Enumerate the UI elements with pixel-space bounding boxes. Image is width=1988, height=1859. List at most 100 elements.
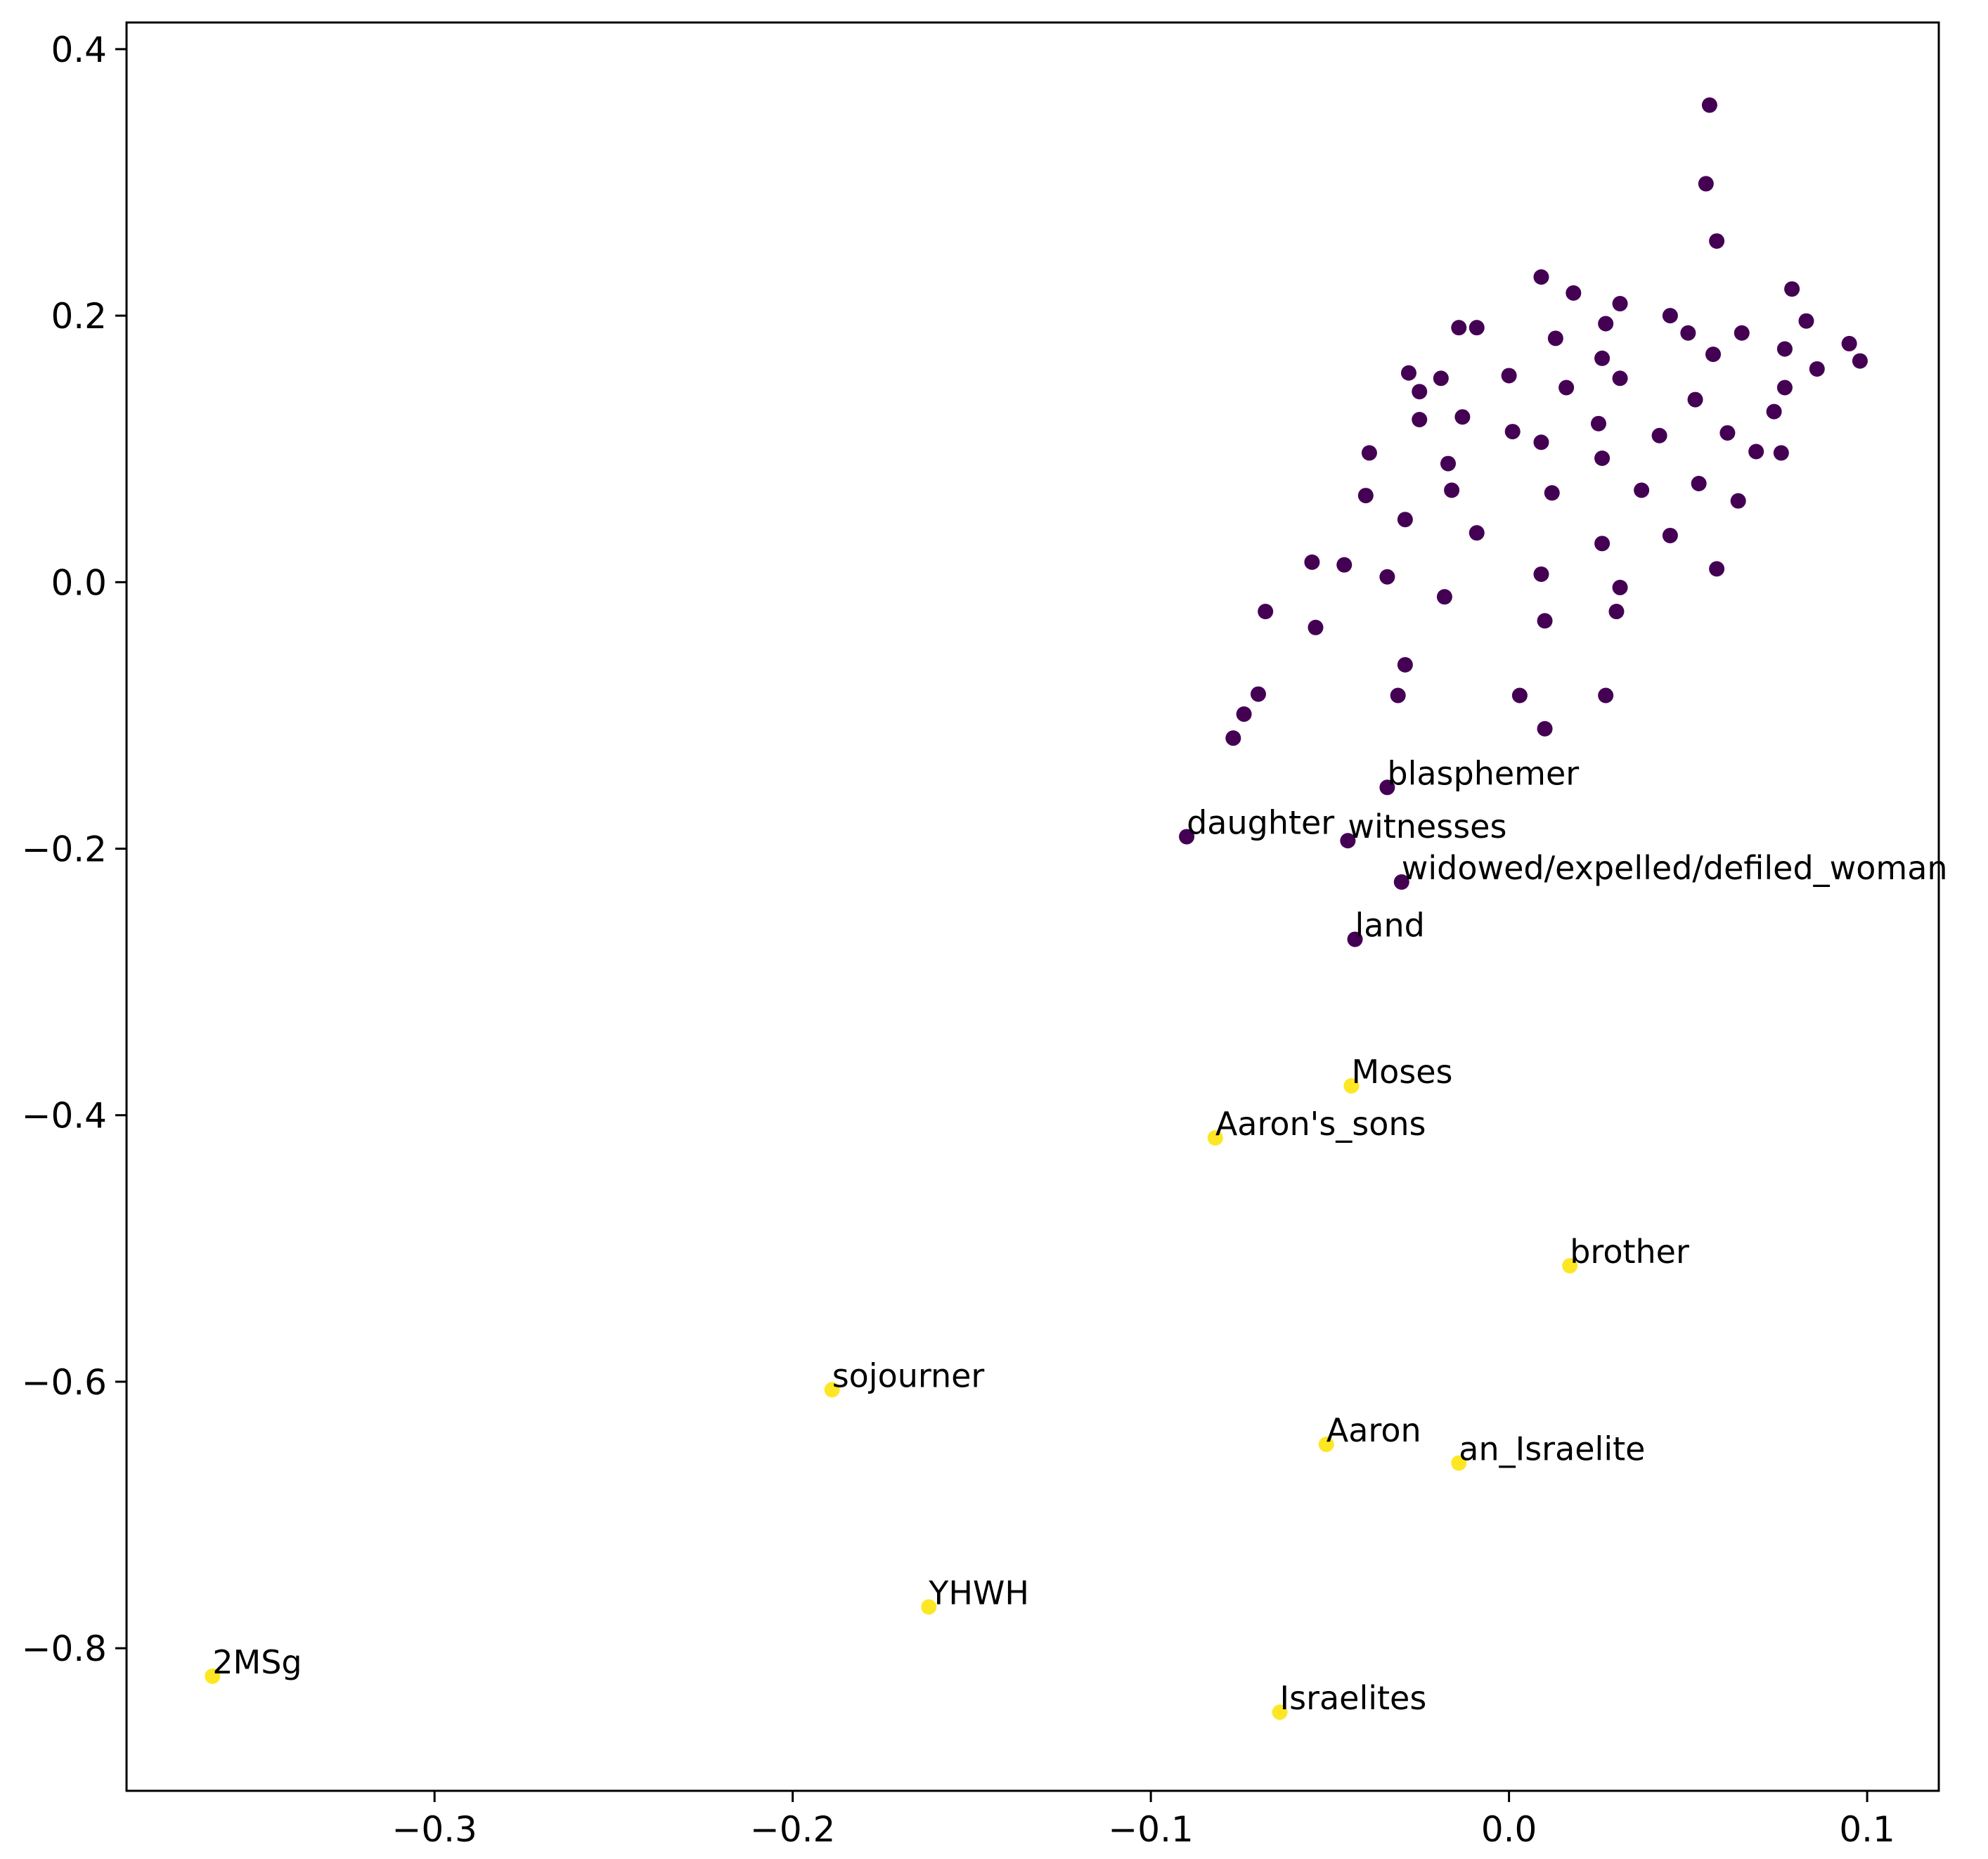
scatter-point xyxy=(1594,350,1611,366)
scatter-point xyxy=(1687,391,1703,408)
scatter-point xyxy=(1598,316,1614,332)
scatter-point-labeled xyxy=(1451,1455,1467,1471)
scatter-point xyxy=(1469,320,1485,336)
scatter-point xyxy=(1397,512,1413,528)
scatter-point xyxy=(1734,325,1750,341)
x-axis: −0.3 −0.2 −0.1 0.0 0.1 xyxy=(392,1791,1895,1850)
point-label: YHWH xyxy=(928,1574,1029,1612)
point-label: Aaron's_sons xyxy=(1215,1105,1426,1143)
scatter-point xyxy=(1719,425,1736,441)
scatter-point-labeled xyxy=(1272,1704,1288,1721)
scatter-point xyxy=(1533,269,1549,285)
scatter-point xyxy=(1533,434,1549,451)
scatter-point xyxy=(1436,589,1452,605)
y-tick-label: −0.8 xyxy=(22,1628,107,1669)
scatter-point xyxy=(1598,687,1614,704)
scatter-point-labeled xyxy=(1393,874,1409,890)
scatter-point-labeled xyxy=(1347,931,1363,947)
y-tick-label: −0.2 xyxy=(22,829,107,870)
scatter-point-labeled xyxy=(921,1599,937,1615)
scatter-point xyxy=(1701,97,1717,113)
scatter-point-labeled xyxy=(1562,1257,1578,1274)
scatter-point xyxy=(1433,370,1449,387)
scatter-point xyxy=(1776,341,1793,357)
scatter-point-labeled xyxy=(1318,1437,1334,1453)
scatter-point xyxy=(1440,455,1457,472)
scatter-point xyxy=(1594,536,1611,552)
scatter-point-labeled xyxy=(1179,829,1195,845)
y-tick-label: −0.4 xyxy=(22,1096,107,1136)
point-label: 2MSg xyxy=(212,1643,302,1681)
scatter-point-labeled xyxy=(1340,833,1356,849)
scatter-point xyxy=(1379,569,1395,585)
scatter-point xyxy=(1258,604,1274,620)
scatter-point xyxy=(1308,619,1324,635)
y-tick-label: 0.2 xyxy=(51,296,107,337)
scatter-point xyxy=(1537,613,1553,629)
scatter-point-labeled xyxy=(1207,1129,1223,1146)
scatter-point xyxy=(1336,557,1353,573)
scatter-point xyxy=(1451,320,1467,336)
scatter-point xyxy=(1444,482,1460,498)
scatter-point xyxy=(1748,443,1764,460)
scatter-point xyxy=(1533,566,1549,582)
scatter-point-labeled xyxy=(824,1382,840,1398)
scatter-point xyxy=(1691,476,1707,492)
scatter-point xyxy=(1766,403,1782,420)
scatter-point xyxy=(1634,482,1650,498)
point-label: blasphemer xyxy=(1387,754,1579,792)
scatter-point xyxy=(1390,687,1406,704)
scatter-point xyxy=(1662,527,1678,543)
y-axis: 0.4 0.2 0.0 −0.2 −0.4 −0.6 −0.8 xyxy=(22,30,127,1669)
scatter-point-labeled xyxy=(205,1668,221,1684)
scatter-point xyxy=(1612,579,1628,595)
scatter-point xyxy=(1412,384,1428,400)
point-label: Moses xyxy=(1351,1053,1452,1091)
scatter-point xyxy=(1544,485,1560,501)
x-tick-label: −0.3 xyxy=(392,1809,477,1850)
scatter-point xyxy=(1397,656,1413,673)
scatter-point xyxy=(1608,604,1625,620)
scatter-point xyxy=(1784,281,1800,297)
scatter-point xyxy=(1798,313,1814,329)
scatter-point xyxy=(1680,325,1696,341)
scatter-point xyxy=(1709,561,1725,577)
scatter-point xyxy=(1250,686,1266,702)
scatter-point xyxy=(1612,296,1628,312)
point-label: Israelites xyxy=(1280,1679,1427,1717)
point-label: sojourner xyxy=(832,1356,985,1394)
x-tick-label: 0.1 xyxy=(1839,1809,1895,1850)
data-points xyxy=(205,97,1868,1721)
scatter-point xyxy=(1357,488,1374,504)
scatter-point xyxy=(1469,525,1485,541)
scatter-point xyxy=(1558,380,1575,396)
y-tick-label: 0.4 xyxy=(51,30,107,70)
plot-area xyxy=(125,21,1940,1792)
scatter-point xyxy=(1773,445,1789,461)
scatter-point xyxy=(1730,493,1746,509)
point-label: daughter xyxy=(1187,803,1334,841)
scatter-point xyxy=(1537,720,1553,737)
scatter-point xyxy=(1511,687,1528,704)
scatter-point xyxy=(1594,450,1611,466)
scatter-point xyxy=(1504,424,1521,440)
scatter-point xyxy=(1709,233,1725,249)
scatter-point xyxy=(1412,412,1428,428)
scatter-point xyxy=(1698,176,1714,192)
scatter-point xyxy=(1590,415,1606,432)
scatter-point xyxy=(1361,445,1377,461)
scatter-point xyxy=(1236,706,1252,723)
y-tick-label: 0.0 xyxy=(51,562,107,603)
point-label: land xyxy=(1355,906,1425,944)
scatter-point xyxy=(1547,330,1563,346)
x-tick-label: −0.1 xyxy=(1108,1809,1193,1850)
point-label: an_Israelite xyxy=(1459,1430,1645,1468)
scatter-point xyxy=(1809,361,1825,377)
scatter-point xyxy=(1566,285,1582,301)
scatter-point xyxy=(1705,346,1722,363)
scatter-point xyxy=(1454,409,1471,425)
x-tick-label: −0.2 xyxy=(750,1809,835,1850)
point-labels: blasphemer daughter witnesseswidowed/expel… xyxy=(212,754,1947,1717)
scatter-point xyxy=(1612,370,1628,387)
